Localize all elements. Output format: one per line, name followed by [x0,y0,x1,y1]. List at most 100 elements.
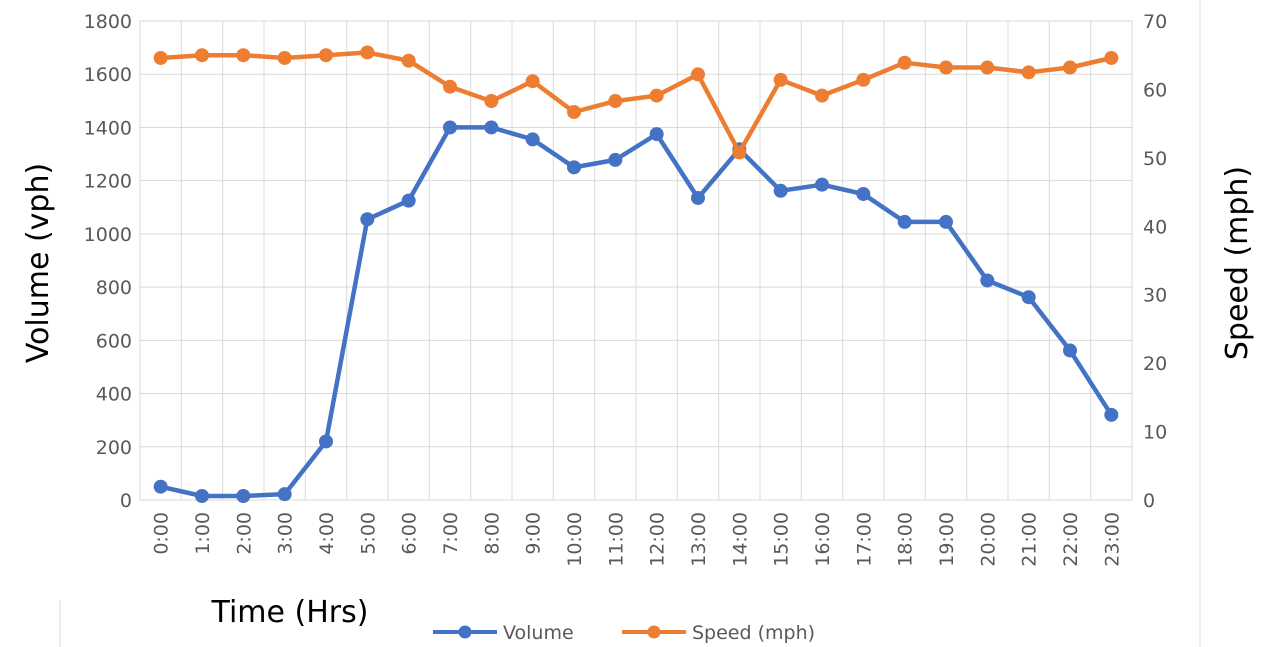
speed-point [401,53,416,68]
x-tick-label: 13:00 [688,512,710,567]
right-axis-ticks: 0 10 20 30 40 50 60 70 [1143,11,1167,512]
speed-point [897,55,912,70]
right-axis-title: Speed (mph) [1220,166,1255,360]
volume-point [236,489,251,504]
left-tick-label: 1400 [84,117,132,139]
speed-point [980,60,995,75]
speed-point [153,50,168,65]
right-tick-label: 40 [1143,216,1167,238]
speed-point [277,50,292,65]
volume-point [153,479,168,494]
volume-point [401,193,416,208]
right-tick-label: 30 [1143,285,1167,307]
volume-point [980,273,995,288]
speed-point [443,79,457,94]
x-tick-label: 10:00 [564,512,586,567]
x-tick-label: 18:00 [895,512,917,567]
legend-item-volume: Volume [433,622,574,644]
legend-label-volume: Volume [503,622,574,644]
volume-point [649,127,664,142]
series-layer [153,45,1119,504]
left-tick-label: 0 [120,490,132,512]
x-tick-label: 14:00 [729,512,751,567]
legend: Volume Speed (mph) [433,622,815,644]
x-tick-label: 23:00 [1101,512,1123,567]
right-tick-label: 70 [1143,11,1167,33]
x-tick-label: 15:00 [771,512,793,567]
x-tick-label: 20:00 [977,512,999,567]
volume-point [1021,290,1036,305]
x-tick-label: 17:00 [853,512,875,567]
legend-label-speed: Speed (mph) [692,622,815,644]
x-axis-ticks: 0:00 1:00 2:00 3:00 4:00 5:00 6:00 7:00 8:00 9:00… [151,512,1124,567]
speed-point [815,88,829,103]
x-tick-label: 12:00 [647,512,669,567]
speed-point [484,94,499,109]
x-tick-label: 6:00 [399,512,421,555]
volume-point [815,177,829,192]
x-tick-label: 1:00 [192,512,214,555]
x-tick-label: 16:00 [812,512,834,567]
speed-point [567,105,581,120]
speed-point [1104,50,1119,65]
left-axis-title: Volume (vph) [21,163,56,363]
left-tick-label: 1000 [84,224,132,246]
x-tick-label: 19:00 [936,512,958,567]
volume-point [691,190,705,205]
volume-point [195,489,209,504]
right-tick-label: 60 [1143,79,1167,101]
speed-point [1021,65,1036,80]
x-tick-label: 21:00 [1019,512,1041,567]
volume-point [856,186,871,201]
right-tick-label: 50 [1143,148,1167,170]
volume-point [897,214,912,229]
volume-point [525,132,540,147]
legend-marker-volume [458,625,472,639]
speed-point [1063,60,1077,75]
left-tick-label: 200 [96,437,132,459]
speed-point [649,88,664,103]
right-tick-label: 10 [1143,422,1167,444]
speed-point [195,48,209,63]
x-tick-label: 9:00 [523,512,545,555]
x-tick-label: 8:00 [481,512,503,555]
left-tick-label: 1600 [84,64,132,86]
volume-point [608,152,623,167]
x-tick-label: 11:00 [605,512,627,567]
speed-point [236,48,251,63]
left-tick-label: 400 [96,384,132,406]
x-tick-label: 7:00 [440,512,462,555]
gridlines [139,20,1133,501]
speed-point [360,45,375,60]
volume-point [773,183,788,198]
speed-point [773,72,788,87]
right-tick-label: 0 [1143,490,1155,512]
volume-point [360,212,375,227]
left-tick-label: 1800 [84,11,132,33]
legend-marker-speed [647,625,661,639]
right-tick-label: 20 [1143,353,1167,375]
volume-point [484,120,499,135]
speed-point [856,72,871,87]
x-tick-label: 22:00 [1060,512,1082,567]
speed-point [691,67,705,82]
x-tick-label: 0:00 [151,512,173,555]
speed-point [608,94,623,109]
x-tick-label: 4:00 [316,512,338,555]
legend-item-speed: Speed (mph) [622,622,815,644]
left-tick-label: 1200 [84,171,132,193]
volume-point [319,434,333,449]
speed-point [732,145,747,160]
x-tick-label: 2:00 [233,512,255,555]
volume-point [1063,343,1077,358]
speed-point [939,60,953,75]
x-tick-label: 3:00 [275,512,297,555]
speed-point [525,74,540,89]
volume-series-line [158,125,1114,499]
volume-point [939,214,953,229]
left-tick-label: 800 [96,277,132,299]
volume-point [1104,407,1119,422]
volume-point [443,120,457,135]
left-tick-label: 600 [96,330,132,352]
